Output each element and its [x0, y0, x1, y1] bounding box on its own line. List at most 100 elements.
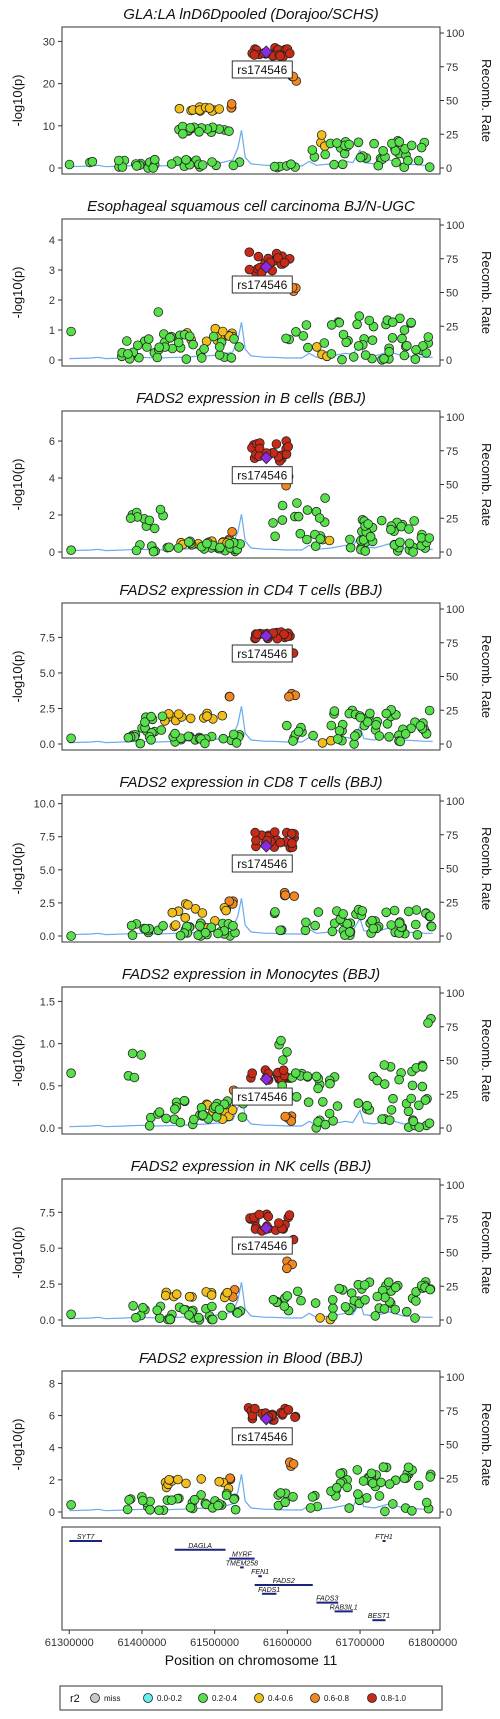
lead-snp-label: rs174546	[237, 1430, 287, 1444]
snp-point	[250, 827, 261, 838]
snp-point	[281, 720, 292, 731]
gene-label: RAB3IL1	[330, 1604, 358, 1611]
snp-point	[410, 1313, 420, 1323]
snp-point	[149, 523, 160, 534]
snp-point	[387, 317, 398, 328]
right-axis-label: Recomb. Rate	[479, 827, 494, 910]
snp-point	[401, 1306, 412, 1317]
snp-point	[277, 500, 288, 511]
snp-point	[411, 1296, 421, 1306]
snp-point	[202, 538, 212, 549]
snp-point	[374, 731, 385, 741]
snp-point	[305, 1503, 316, 1513]
y-tick-label: 0	[49, 163, 55, 175]
snp-point	[189, 1494, 200, 1505]
snp-point	[415, 721, 426, 731]
snp-point	[171, 1289, 182, 1299]
lead-snp-label: rs174546	[237, 1090, 287, 1104]
snp-point	[214, 350, 225, 360]
lead-snp-label: rs174546	[237, 647, 287, 661]
right-tick-label: 50	[446, 288, 458, 300]
y-axis-label: -log10(p)	[10, 1034, 25, 1086]
snp-point	[329, 706, 340, 716]
snp-point	[146, 734, 156, 745]
snp-point	[184, 1291, 195, 1302]
legend-title: r2	[70, 1693, 80, 1705]
snp-point	[127, 930, 138, 940]
gene-label: MYRF	[232, 1552, 253, 1559]
snp-point	[353, 137, 364, 148]
snp-point	[326, 320, 337, 330]
snp-point	[197, 908, 208, 918]
snp-point	[381, 708, 392, 719]
snp-point	[270, 907, 280, 917]
snp-point	[288, 1459, 299, 1469]
snp-point	[354, 311, 365, 321]
snp-point	[358, 1476, 369, 1486]
snp-point	[311, 1071, 322, 1082]
snp-point	[413, 155, 424, 166]
snp-point	[279, 629, 289, 640]
snp-point	[310, 920, 320, 931]
gene-label: FTH1	[375, 1534, 393, 1541]
lead-snp-label: rs174546	[237, 278, 287, 292]
gene-label: TMEM258	[226, 1560, 258, 1567]
snp-point	[170, 728, 180, 739]
right-tick-label: 25	[446, 1089, 458, 1101]
snp-point	[275, 837, 286, 848]
y-tick-label: 2.5	[40, 1279, 55, 1291]
snp-point	[181, 354, 192, 364]
snp-point	[66, 733, 76, 744]
snp-point	[253, 251, 264, 262]
snp-point	[384, 1479, 395, 1489]
right-axis-label: Recomb. Rate	[479, 635, 494, 718]
snp-point	[263, 1211, 274, 1222]
snp-point	[195, 921, 205, 931]
snp-point	[286, 159, 296, 170]
right-tick-label: 25	[446, 705, 458, 717]
right-tick-label: 0	[446, 931, 452, 943]
snp-point	[317, 738, 328, 748]
snp-point	[417, 1081, 428, 1092]
snp-point	[332, 1101, 343, 1111]
panel-title: FADS2 expression in NK cells (BBJ)	[131, 1158, 372, 1175]
right-axis-label: Recomb. Rate	[479, 59, 494, 142]
snp-point	[214, 1104, 225, 1115]
snp-point	[164, 542, 174, 553]
snp-point	[338, 329, 349, 340]
snp-point	[384, 731, 394, 742]
snp-point	[360, 1295, 370, 1305]
snp-point	[232, 1308, 243, 1318]
snp-point	[208, 1314, 218, 1325]
snp-point	[290, 1412, 300, 1422]
right-tick-label: 100	[446, 988, 464, 1000]
snp-point	[344, 139, 354, 150]
right-tick-label: 100	[446, 412, 464, 424]
snp-point	[376, 515, 387, 526]
snp-point	[218, 733, 229, 744]
snp-point	[320, 493, 330, 503]
snp-point	[200, 927, 211, 938]
snp-point	[173, 709, 184, 719]
lead-snp-label: rs174546	[237, 63, 287, 77]
lead-snp-marker	[259, 1072, 273, 1086]
snp-point	[206, 922, 217, 933]
snp-point	[316, 130, 327, 140]
snp-point	[217, 710, 228, 721]
snp-point	[424, 533, 435, 543]
snp-point	[372, 1291, 383, 1302]
snp-point	[198, 1110, 208, 1120]
snp-point	[282, 1291, 293, 1301]
snp-point	[247, 1068, 258, 1078]
y-axis-label: -log10(p)	[10, 650, 25, 702]
snp-point	[367, 335, 378, 346]
legend-label: 0.8-1.0	[381, 1694, 406, 1703]
lead-snp-marker	[259, 1412, 273, 1426]
right-tick-label: 0	[446, 163, 452, 175]
right-tick-label: 100	[446, 28, 464, 40]
snp-point	[173, 337, 184, 348]
lead-snp-marker	[259, 1221, 273, 1235]
snp-point	[416, 142, 427, 153]
snp-point	[359, 1280, 370, 1290]
snp-point	[288, 1492, 298, 1502]
